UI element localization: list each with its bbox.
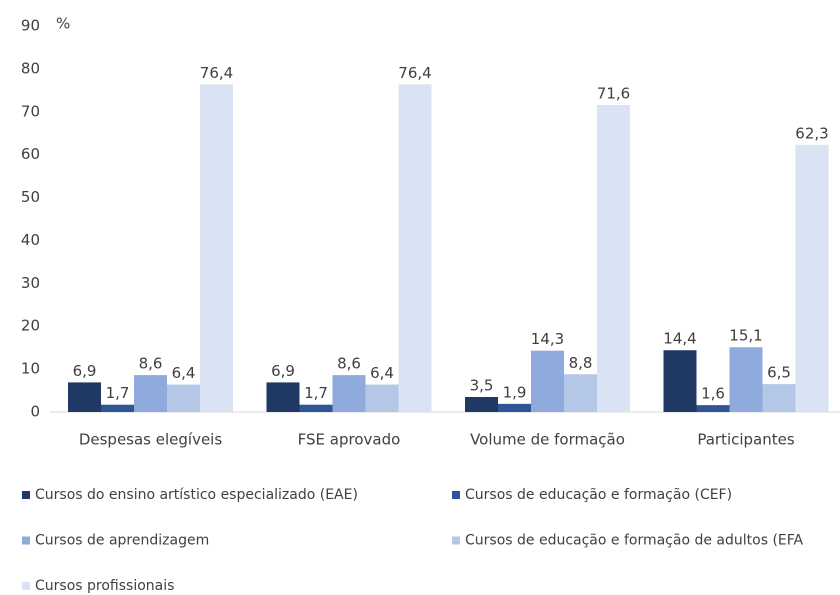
bar (597, 104, 630, 412)
bar (299, 404, 333, 412)
data-label: 3,5 (470, 376, 494, 394)
data-label: 6,5 (767, 364, 791, 382)
bar (729, 347, 763, 412)
data-label: 8,6 (337, 355, 361, 373)
x-tick-label: Volume de formação (470, 431, 625, 449)
legend-label: Cursos de educação e formação (CEF) (465, 487, 732, 503)
x-tick-label: FSE aprovado (298, 431, 401, 449)
data-label: 1,7 (304, 384, 328, 402)
bar (200, 84, 233, 412)
bar (465, 396, 498, 412)
data-label: 8,6 (139, 355, 163, 373)
data-label: 76,4 (398, 64, 431, 82)
y-unit-label: % (56, 15, 70, 33)
data-label: 6,9 (271, 362, 295, 380)
y-tick-label: 10 (21, 360, 40, 378)
y-tick-label: 90 (21, 17, 40, 35)
bar (795, 144, 829, 412)
bar (696, 405, 730, 412)
bar (68, 382, 101, 412)
legend-label: Cursos de aprendizagem (35, 533, 209, 549)
y-tick-label: 70 (21, 102, 40, 120)
x-tick-label: Participantes (697, 431, 795, 449)
bar (663, 350, 697, 412)
bar (332, 375, 366, 412)
bar (101, 404, 134, 412)
legend-swatch (452, 536, 460, 545)
data-label: 76,4 (200, 64, 233, 82)
legend-swatch (452, 491, 460, 499)
legend-swatch (22, 536, 30, 545)
bar (365, 384, 399, 412)
y-tick-label: 80 (21, 59, 40, 77)
y-tick-label: 40 (21, 231, 40, 249)
legend-label: Cursos de educação e formação de adultos… (465, 533, 804, 549)
data-label: 1,9 (503, 383, 527, 401)
y-tick-label: 20 (21, 317, 40, 335)
bar (498, 403, 531, 412)
bar (398, 84, 432, 412)
legend-swatch (22, 491, 30, 499)
legend-label: Cursos profissionais (35, 578, 174, 594)
legend-swatch (22, 582, 30, 590)
data-label: 1,7 (106, 384, 130, 402)
y-tick-label: 60 (21, 145, 40, 163)
bar (531, 350, 564, 412)
data-label: 15,1 (729, 327, 762, 345)
y-tick-label: 30 (21, 274, 40, 292)
data-label: 71,6 (597, 84, 630, 102)
data-label: 6,9 (73, 362, 97, 380)
bar (134, 375, 167, 412)
data-label: 1,6 (701, 385, 725, 403)
data-label: 14,4 (663, 330, 696, 348)
bar (564, 374, 597, 412)
x-tick-label: Despesas elegíveis (79, 431, 223, 449)
data-label: 6,4 (370, 364, 394, 382)
bar (762, 384, 796, 412)
y-tick-label: 50 (21, 188, 40, 206)
data-label: 8,8 (569, 354, 593, 372)
bar (167, 384, 200, 412)
data-label: 14,3 (531, 330, 564, 348)
legend-label: Cursos do ensino artístico especializado… (35, 487, 358, 503)
y-tick-label: 0 (30, 403, 40, 421)
data-label: 6,4 (172, 364, 196, 382)
data-label: 62,3 (795, 124, 828, 142)
bar (266, 382, 300, 412)
